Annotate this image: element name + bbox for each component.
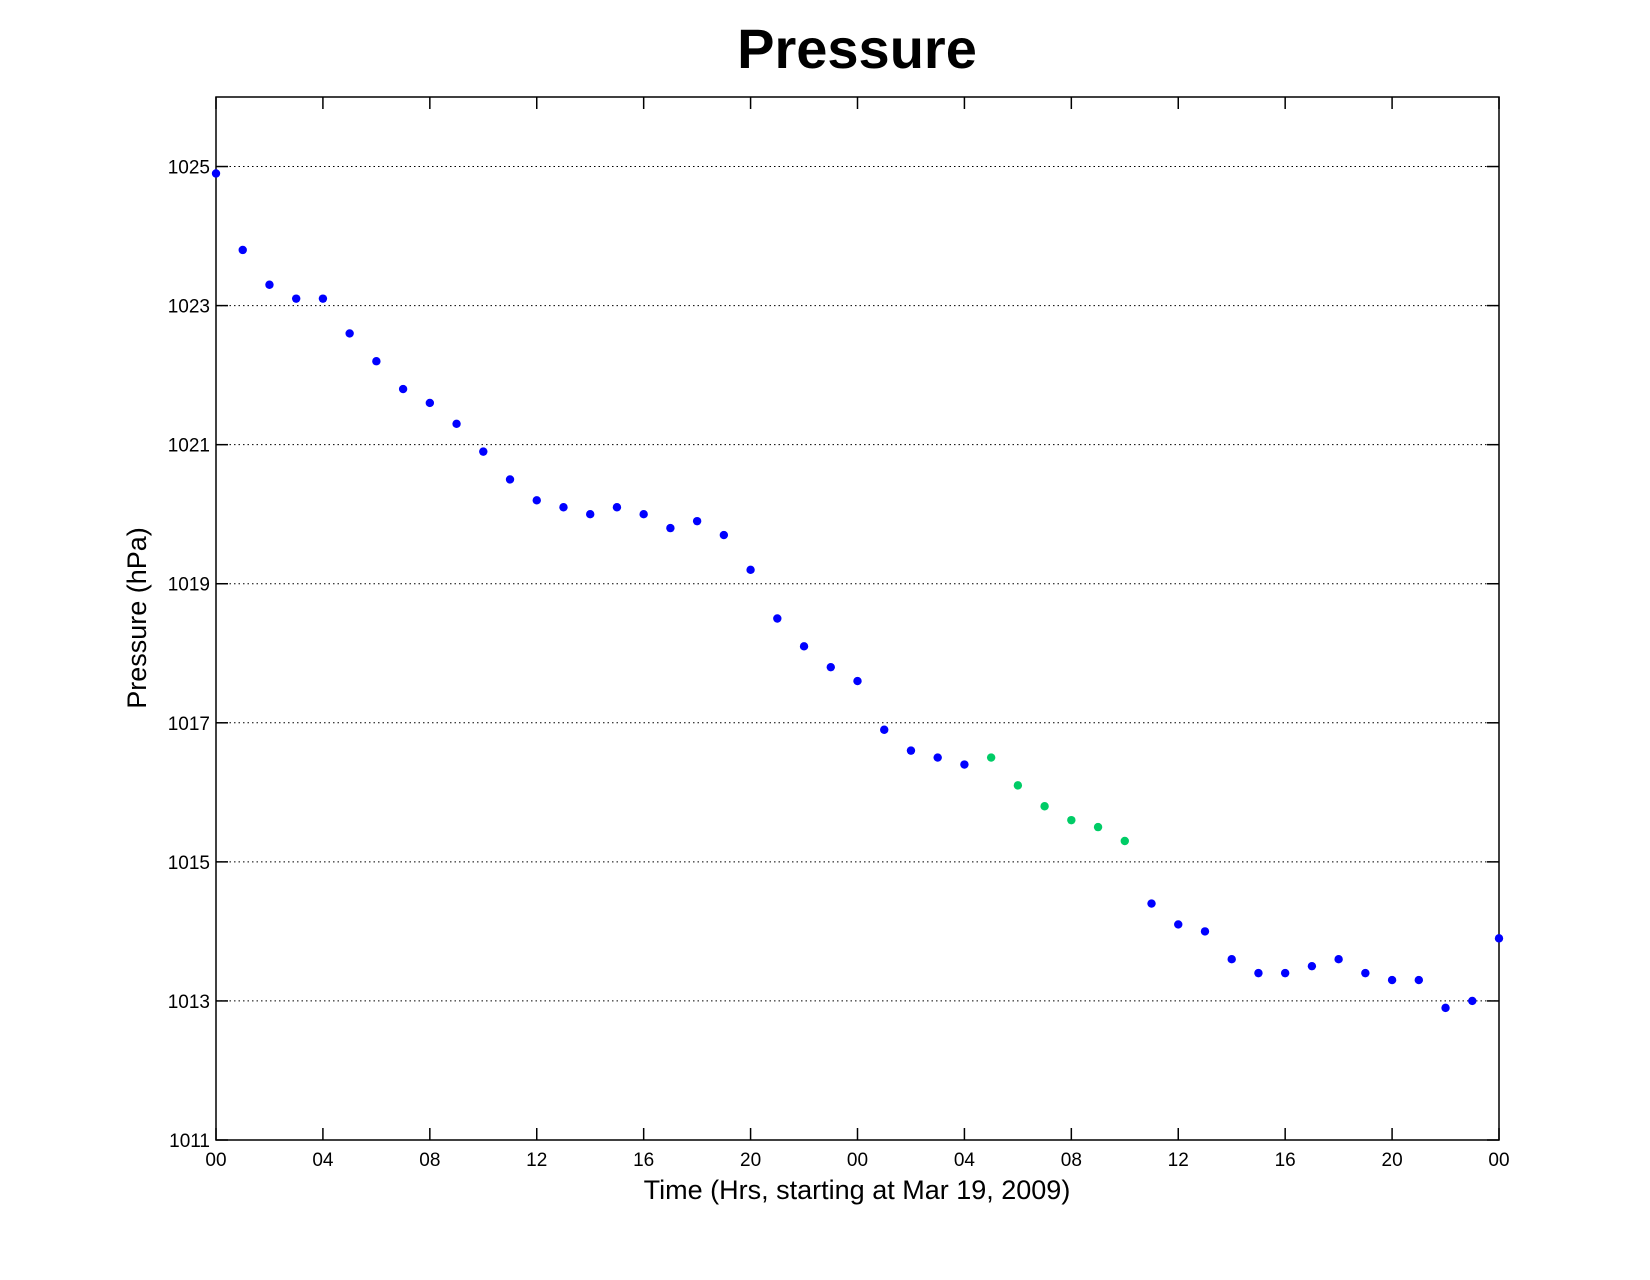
data-point [425, 398, 435, 408]
x-tick-label: 04 [312, 1150, 334, 1171]
data-point [960, 760, 969, 769]
data-point [1227, 955, 1236, 964]
data-point [1334, 955, 1343, 964]
x-tick-label: 08 [419, 1150, 440, 1171]
data-point [853, 676, 862, 686]
data-point [826, 662, 835, 672]
x-tick-label: 00 [847, 1150, 868, 1171]
data-point [986, 753, 996, 762]
data-point [452, 419, 461, 429]
data-point [1174, 920, 1183, 929]
data-point [265, 280, 274, 289]
data-point [1468, 996, 1477, 1006]
y-tick-label: 1015 [168, 853, 210, 874]
data-point [773, 614, 782, 623]
data-point [1361, 968, 1370, 978]
x-tick-label: 00 [1488, 1150, 1509, 1171]
data-point [933, 753, 942, 762]
data-point [1093, 822, 1103, 832]
y-tick-labels: 1011 1013 1015 1017 1019 1021 1023 1025 [168, 158, 210, 1152]
data-point [1013, 781, 1023, 790]
y-tick-label: 1011 [169, 1131, 210, 1152]
data-point [479, 447, 488, 456]
data-point [719, 530, 729, 540]
data-point [639, 510, 648, 519]
data-point [906, 746, 916, 755]
y-axis-label: Pressure (hPa) [122, 527, 152, 709]
data-point [1307, 961, 1317, 971]
data-point [1494, 934, 1504, 943]
y-tick-label: 1013 [168, 992, 210, 1013]
y-tick-label: 1021 [168, 436, 210, 457]
data-point [505, 475, 515, 484]
data-point [532, 496, 541, 505]
axis-ticks [215, 97, 1500, 1141]
data-point [1200, 927, 1210, 936]
data-point [666, 523, 675, 533]
x-tick-label: 08 [1061, 1150, 1082, 1171]
y-tick-label: 1019 [168, 575, 210, 596]
data-point [559, 503, 568, 512]
data-point [880, 725, 889, 734]
data-point [1414, 975, 1424, 985]
x-axis-label: Time (Hrs, starting at Mar 19, 2009) [644, 1175, 1071, 1205]
x-tick-label: 12 [1168, 1150, 1189, 1171]
data-point [1254, 968, 1263, 978]
x-tick-label: 20 [740, 1150, 761, 1171]
data-point [372, 357, 381, 366]
x-tick-label: 00 [205, 1150, 226, 1171]
data-point [612, 503, 622, 512]
data-point [799, 642, 809, 651]
data-point [1147, 899, 1156, 908]
data-point [692, 516, 702, 526]
data-point [345, 329, 354, 338]
data-point [398, 384, 408, 394]
x-tick-label: 20 [1382, 1150, 1403, 1171]
x-tick-labels: 00 04 08 12 16 20 00 04 08 12 16 20 00 [205, 1150, 1509, 1171]
x-tick-label: 12 [526, 1150, 547, 1171]
x-tick-label: 16 [1275, 1150, 1296, 1171]
y-tick-label: 1025 [168, 158, 210, 179]
data-point [586, 510, 595, 519]
y-tick-label: 1023 [168, 297, 210, 318]
data-point [238, 245, 247, 255]
data-point [1387, 975, 1397, 985]
data-point [1280, 968, 1290, 978]
y-tick-label: 1017 [168, 714, 210, 735]
data-point [1067, 815, 1076, 825]
data-point [211, 169, 221, 178]
data-points [211, 169, 1504, 1013]
data-point [1120, 836, 1129, 846]
x-tick-label: 04 [954, 1150, 976, 1171]
data-point [1441, 1003, 1450, 1013]
data-point [291, 294, 301, 303]
x-tick-label: 16 [633, 1150, 654, 1171]
chart-title: Pressure [737, 17, 977, 80]
data-point [746, 565, 755, 575]
data-point [318, 294, 328, 303]
data-point [1040, 802, 1049, 811]
